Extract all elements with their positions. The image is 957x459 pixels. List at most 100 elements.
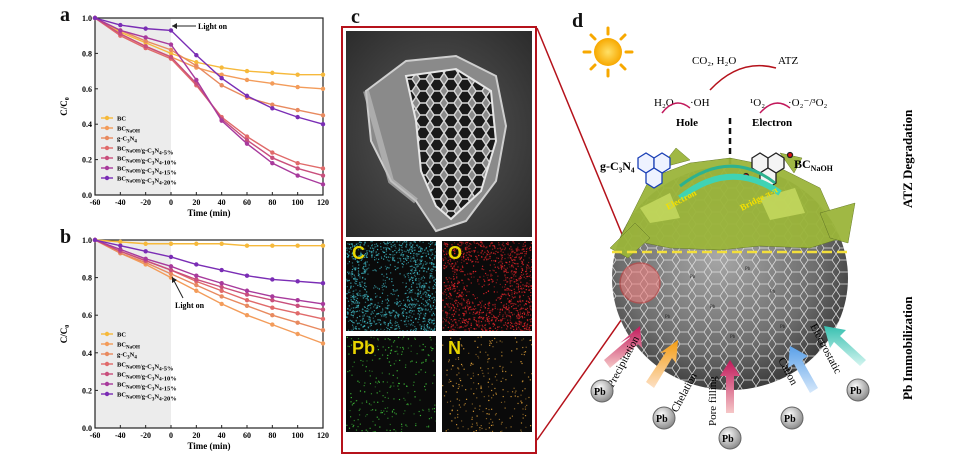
eds-signal-dot bbox=[455, 382, 458, 384]
eds-signal-dot bbox=[361, 311, 363, 313]
eds-signal-dot bbox=[493, 291, 495, 293]
eds-signal-dot bbox=[506, 324, 508, 327]
eds-signal-dot bbox=[394, 260, 396, 262]
eds-signal-dot bbox=[495, 271, 497, 274]
eds-signal-dot bbox=[521, 252, 523, 254]
eds-signal-dot bbox=[522, 300, 524, 302]
eds-signal-dot bbox=[511, 296, 513, 298]
eds-signal-dot bbox=[518, 316, 520, 318]
eds-signal-dot bbox=[423, 286, 425, 288]
eds-signal-dot bbox=[403, 307, 405, 310]
eds-signal-dot bbox=[450, 327, 452, 329]
eds-signal-dot bbox=[470, 327, 472, 329]
eds-signal-dot bbox=[370, 313, 372, 315]
data-point-5 bbox=[168, 264, 174, 269]
eds-signal-dot bbox=[494, 305, 496, 307]
eds-signal-dot bbox=[430, 254, 432, 256]
pb-ion-icon: Pb bbox=[780, 406, 804, 430]
eds-signal-dot bbox=[450, 326, 452, 328]
eds-signal-dot bbox=[460, 270, 463, 272]
eds-signal-dot bbox=[402, 254, 405, 256]
eds-signal-dot bbox=[420, 257, 422, 259]
eds-signal-dot bbox=[350, 307, 352, 309]
eds-signal-dot bbox=[509, 280, 511, 282]
eds-signal-dot bbox=[397, 302, 399, 304]
eds-signal-dot bbox=[493, 316, 495, 318]
eds-signal-dot bbox=[392, 254, 394, 256]
eds-signal-dot bbox=[425, 247, 428, 249]
eds-signal-dot bbox=[366, 401, 368, 403]
eds-signal-dot bbox=[492, 424, 494, 426]
eds-signal-dot bbox=[410, 296, 412, 298]
eds-signal-dot bbox=[468, 245, 470, 247]
eds-signal-dot bbox=[422, 317, 425, 320]
eds-signal-dot bbox=[367, 326, 369, 328]
eds-signal-dot bbox=[415, 270, 417, 272]
eds-signal-dot bbox=[430, 346, 432, 348]
eds-signal-dot bbox=[378, 322, 380, 324]
eds-signal-dot bbox=[476, 424, 478, 426]
eds-signal-dot bbox=[389, 322, 391, 324]
eds-signal-dot bbox=[477, 279, 479, 281]
eds-signal-dot bbox=[525, 284, 527, 286]
eds-signal-dot bbox=[347, 371, 349, 373]
eds-signal-dot bbox=[504, 311, 506, 313]
data-point-2 bbox=[168, 47, 174, 53]
eds-signal-dot bbox=[355, 400, 357, 402]
eds-signal-dot bbox=[380, 328, 382, 330]
eds-signal-dot bbox=[462, 312, 464, 314]
eds-signal-dot bbox=[365, 429, 367, 431]
eds-signal-dot bbox=[422, 343, 424, 346]
eds-signal-dot bbox=[493, 316, 495, 318]
eds-signal-dot bbox=[389, 264, 392, 266]
eds-signal-dot bbox=[455, 330, 457, 331]
eds-signal-dot bbox=[466, 252, 468, 254]
eds-signal-dot bbox=[351, 270, 353, 273]
eds-signal-dot bbox=[458, 404, 460, 406]
eds-signal-dot bbox=[520, 257, 522, 260]
eds-signal-dot bbox=[414, 241, 416, 243]
eds-signal-dot bbox=[418, 316, 421, 318]
eds-signal-dot bbox=[355, 326, 357, 328]
eds-signal-dot bbox=[410, 242, 412, 244]
eds-signal-dot bbox=[528, 275, 530, 277]
eds-signal-dot bbox=[364, 320, 366, 323]
eds-signal-dot bbox=[483, 246, 485, 248]
eds-signal-dot bbox=[394, 315, 396, 317]
eds-signal-dot bbox=[531, 373, 532, 375]
eds-signal-dot bbox=[446, 242, 448, 245]
eds-signal-dot bbox=[476, 422, 478, 424]
eds-signal-dot bbox=[479, 301, 481, 303]
eds-signal-dot bbox=[501, 308, 503, 310]
eds-signal-dot bbox=[356, 310, 359, 312]
eds-signal-dot bbox=[385, 273, 388, 275]
eds-signal-dot bbox=[389, 319, 392, 321]
eds-signal-dot bbox=[391, 312, 393, 314]
eds-signal-dot bbox=[509, 253, 512, 255]
eds-signal-dot bbox=[466, 242, 468, 244]
eds-signal-dot bbox=[451, 304, 453, 306]
eds-signal-dot bbox=[522, 294, 525, 297]
eds-signal-dot bbox=[376, 392, 378, 394]
eds-signal-dot bbox=[508, 255, 510, 257]
eds-signal-dot bbox=[458, 249, 460, 251]
eds-signal-dot bbox=[491, 320, 493, 322]
eds-signal-dot bbox=[352, 297, 354, 299]
eds-signal-dot bbox=[421, 309, 423, 311]
eds-signal-dot bbox=[356, 280, 358, 283]
eds-signal-dot bbox=[374, 315, 376, 317]
eds-signal-dot bbox=[390, 312, 392, 314]
eds-signal-dot bbox=[510, 303, 512, 305]
eds-signal-dot bbox=[425, 328, 427, 330]
eds-signal-dot bbox=[432, 266, 435, 268]
eds-signal-dot bbox=[370, 307, 372, 309]
eds-signal-dot bbox=[481, 318, 483, 320]
eds-signal-dot bbox=[406, 256, 409, 258]
data-point-5 bbox=[244, 141, 250, 146]
eds-signal-dot bbox=[525, 253, 527, 255]
eds-signal-dot bbox=[500, 249, 502, 251]
eds-signal-dot bbox=[459, 294, 461, 296]
eds-signal-dot bbox=[447, 260, 449, 262]
eds-signal-dot bbox=[481, 243, 483, 245]
eds-signal-dot bbox=[485, 314, 488, 316]
